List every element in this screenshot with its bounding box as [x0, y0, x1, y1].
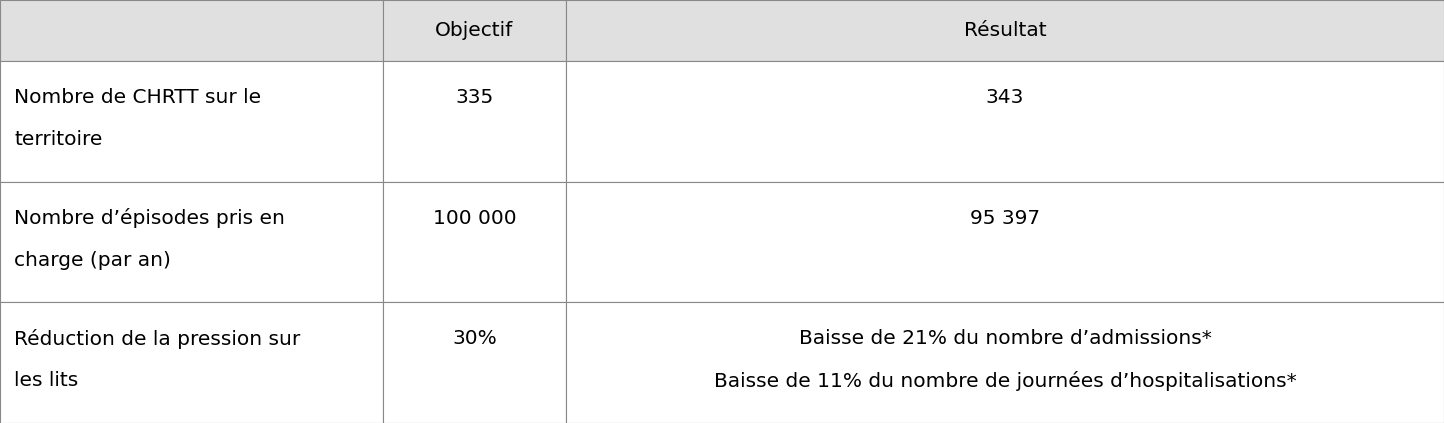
Text: Nombre d’épisodes pris en: Nombre d’épisodes pris en	[14, 208, 286, 228]
Bar	[0, 0, 383, 61]
Text: territoire: territoire	[14, 130, 103, 149]
Bar	[566, 302, 1444, 423]
Text: Baisse de 21% du nombre d’admissions*: Baisse de 21% du nombre d’admissions*	[799, 329, 1212, 348]
Bar	[566, 182, 1444, 302]
Text: Résultat: Résultat	[963, 21, 1047, 40]
Bar	[0, 302, 383, 423]
Text: 343: 343	[986, 88, 1024, 107]
Text: charge (par an): charge (par an)	[14, 251, 172, 270]
Text: 95 397: 95 397	[970, 209, 1040, 228]
Bar	[566, 61, 1444, 182]
Text: Baisse de 11% du nombre de journées d’hospitalisations*: Baisse de 11% du nombre de journées d’ho…	[713, 371, 1297, 391]
Bar	[383, 302, 566, 423]
Text: les lits: les lits	[14, 371, 78, 390]
Bar	[566, 0, 1444, 61]
Bar	[383, 61, 566, 182]
Bar	[383, 0, 566, 61]
Text: Réduction de la pression sur: Réduction de la pression sur	[14, 329, 300, 349]
Bar	[383, 182, 566, 302]
Bar	[0, 182, 383, 302]
Text: Nombre de CHRTT sur le: Nombre de CHRTT sur le	[14, 88, 261, 107]
Text: Objectif: Objectif	[435, 21, 514, 40]
Text: 30%: 30%	[452, 329, 497, 348]
Bar	[0, 61, 383, 182]
Text: 335: 335	[455, 88, 494, 107]
Text: 100 000: 100 000	[433, 209, 516, 228]
